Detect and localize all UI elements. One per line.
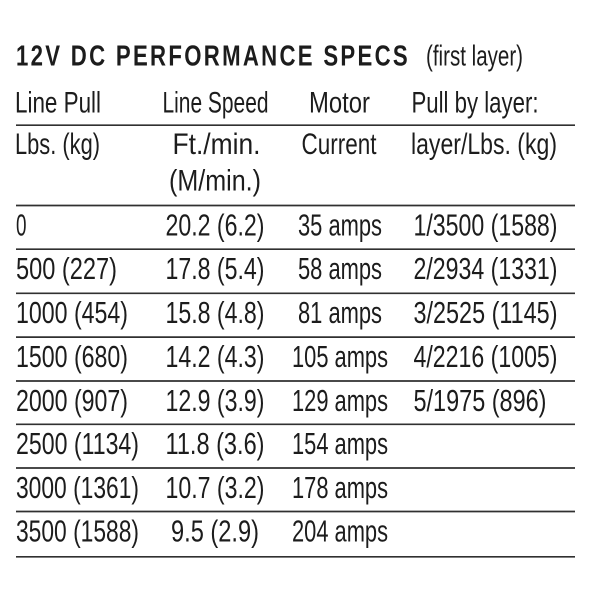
svg-text:Current: Current <box>302 128 377 161</box>
svg-text:14.2 (4.3): 14.2 (4.3) <box>166 340 265 374</box>
svg-text:(M/min.): (M/min.) <box>169 165 261 198</box>
svg-text:9.5 (2.9): 9.5 (2.9) <box>171 514 259 548</box>
svg-text:3500 (1588): 3500 (1588) <box>16 514 139 548</box>
svg-text:5/1975 (896): 5/1975 (896) <box>414 384 547 418</box>
svg-text:15.8 (4.8): 15.8 (4.8) <box>166 296 265 330</box>
svg-text:Lbs. (kg): Lbs. (kg) <box>15 128 100 161</box>
svg-text:Line Pull: Line Pull <box>15 87 101 120</box>
svg-text:12.9 (3.9): 12.9 (3.9) <box>166 384 265 418</box>
svg-text:Pull by layer:: Pull by layer: <box>412 87 539 120</box>
svg-text:4/2216 (1005): 4/2216 (1005) <box>414 340 558 374</box>
svg-text:1/3500 (1588): 1/3500 (1588) <box>414 208 558 242</box>
svg-text:500 (227): 500 (227) <box>16 252 117 286</box>
svg-text:1500 (680): 1500 (680) <box>16 340 128 374</box>
svg-text:81 amps: 81 amps <box>298 296 382 330</box>
svg-text:Ft./min.: Ft./min. <box>173 128 261 161</box>
svg-text:layer/Lbs. (kg): layer/Lbs. (kg) <box>411 128 557 161</box>
svg-text:Line Speed: Line Speed <box>163 87 269 120</box>
svg-text:129 amps: 129 amps <box>292 384 388 418</box>
svg-text:3000 (1361): 3000 (1361) <box>16 471 139 505</box>
svg-text:10.7 (3.2): 10.7 (3.2) <box>166 471 265 505</box>
svg-text:204 amps: 204 amps <box>292 514 388 548</box>
svg-text:Motor: Motor <box>309 87 370 120</box>
svg-text:12V DC PERFORMANCE SPECS: 12V DC PERFORMANCE SPECS <box>16 41 410 73</box>
svg-text:2000 (907): 2000 (907) <box>16 384 128 418</box>
svg-text:154 amps: 154 amps <box>292 427 388 461</box>
svg-text:2500 (1134): 2500 (1134) <box>16 427 139 461</box>
svg-text:(first layer): (first layer) <box>426 41 523 73</box>
svg-text:105 amps: 105 amps <box>292 340 388 374</box>
svg-text:0: 0 <box>16 208 27 242</box>
svg-text:20.2 (6.2): 20.2 (6.2) <box>166 208 265 242</box>
svg-text:1000 (454): 1000 (454) <box>16 296 128 330</box>
svg-text:58 amps: 58 amps <box>298 252 382 286</box>
svg-text:11.8 (3.6): 11.8 (3.6) <box>166 427 265 461</box>
svg-text:35 amps: 35 amps <box>298 208 382 242</box>
svg-text:178 amps: 178 amps <box>292 471 388 505</box>
svg-text:17.8 (5.4): 17.8 (5.4) <box>166 252 265 286</box>
svg-text:3/2525 (1145): 3/2525 (1145) <box>414 296 558 330</box>
svg-text:2/2934 (1331): 2/2934 (1331) <box>414 252 558 286</box>
